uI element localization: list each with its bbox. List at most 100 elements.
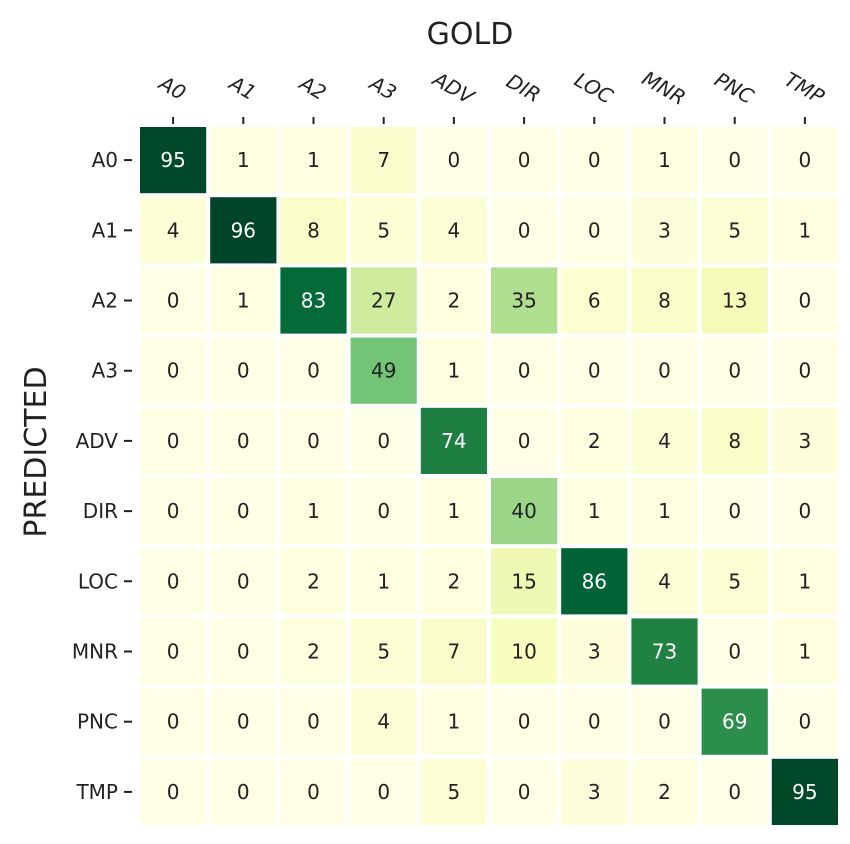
cell-value-label: 0 (307, 359, 320, 383)
x-tick-label: ADV (427, 66, 479, 110)
cell-value-label: 0 (518, 429, 531, 453)
heatmap-cell (210, 407, 277, 474)
cell-value-label: 2 (307, 640, 320, 664)
cell-value-label: 5 (448, 780, 461, 804)
heatmap-cell (350, 127, 417, 194)
heatmap-cell (771, 478, 838, 545)
cell-value-label: 0 (307, 710, 320, 734)
heatmap-cell (561, 618, 628, 685)
y-tick-label: PNC (77, 710, 118, 734)
heatmap-cell (210, 337, 277, 404)
cell-value-label: 0 (728, 499, 741, 523)
heatmap-cell (561, 548, 628, 615)
cell-value-label: 5 (728, 218, 741, 242)
heatmap-cell (701, 127, 768, 194)
cell-value-label: 4 (377, 710, 390, 734)
cell-value-label: 5 (377, 218, 390, 242)
heatmap-cell (140, 337, 207, 404)
cell-value-label: 1 (237, 289, 250, 313)
y-tick-label: DIR (83, 499, 118, 523)
heatmap-cell (701, 197, 768, 264)
cell-value-label: 95 (792, 780, 817, 804)
cell-value-label: 49 (371, 359, 396, 383)
cell-value-label: 1 (307, 499, 320, 523)
heatmap-cell (140, 197, 207, 264)
cell-value-label: 1 (658, 499, 671, 523)
heatmap-cell (210, 478, 277, 545)
cell-value-label: 1 (237, 148, 250, 172)
cell-value-label: 1 (448, 710, 461, 734)
heatmap-cell (631, 548, 698, 615)
cell-value-label: 4 (448, 218, 461, 242)
cell-value-label: 0 (237, 569, 250, 593)
heatmap-cell (631, 197, 698, 264)
heatmap-cell (420, 618, 487, 685)
cell-value-label: 4 (658, 429, 671, 453)
cell-value-label: 96 (231, 218, 256, 242)
x-tick-label: LOC (570, 67, 617, 108)
cell-value-label: 1 (799, 640, 812, 664)
heatmap-cell (701, 548, 768, 615)
x-tick-label: MNR (638, 66, 690, 110)
cell-value-label: 8 (728, 429, 741, 453)
cell-value-label: 1 (448, 499, 461, 523)
cell-value-label: 0 (588, 218, 601, 242)
heatmap-cell (280, 618, 347, 685)
heatmap-cells: 95 1 1 7 0 0 0 1 0 04 96 8 5 4 0 0 3 5 10 1 83 27 2 35 6 8 13 00 0 0 4… (140, 127, 838, 825)
cell-value-label: 74 (441, 429, 466, 453)
cell-value-label: 27 (371, 289, 396, 313)
cell-value-label: 0 (377, 499, 390, 523)
cell-value-label: 0 (167, 640, 180, 664)
heatmap-cell (561, 127, 628, 194)
cell-value-label: 0 (728, 780, 741, 804)
heatmap-cell (420, 478, 487, 545)
cell-value-label: 3 (588, 780, 601, 804)
heatmap-cell (280, 267, 347, 334)
heatmap-cell (280, 127, 347, 194)
heatmap-cell (140, 758, 207, 825)
cell-value-label: 0 (518, 359, 531, 383)
heatmap-cell (350, 478, 417, 545)
heatmap-cell (701, 618, 768, 685)
heatmap-cell (631, 758, 698, 825)
cell-value-label: 1 (799, 569, 812, 593)
cell-value-label: 2 (307, 569, 320, 593)
cell-value-label: 0 (307, 429, 320, 453)
cell-value-label: 4 (167, 218, 180, 242)
heatmap-cell (280, 337, 347, 404)
cell-value-label: 0 (518, 780, 531, 804)
cell-value-label: 1 (588, 499, 601, 523)
heatmap-cell (701, 337, 768, 404)
heatmap-cell (491, 127, 558, 194)
heatmap-cell (280, 197, 347, 264)
heatmap-cell (420, 407, 487, 474)
heatmap-cell (631, 478, 698, 545)
cell-value-label: 1 (307, 148, 320, 172)
x-tick-label: PNC (710, 67, 758, 108)
heatmap-cell (771, 267, 838, 334)
heatmap-cell (561, 688, 628, 755)
heatmap-cell (491, 197, 558, 264)
x-axis-ticks: A0 A1 A2 A3 ADV DIR LOC MNR PNC TMP (153, 66, 829, 124)
heatmap-cell (701, 407, 768, 474)
heatmap-cell (631, 267, 698, 334)
heatmap-cell (140, 688, 207, 755)
heatmap-cell (140, 548, 207, 615)
heatmap-cell (210, 548, 277, 615)
cell-value-label: 3 (588, 640, 601, 664)
cell-value-label: 8 (658, 289, 671, 313)
cell-value-label: 0 (588, 710, 601, 734)
cell-value-label: 0 (167, 780, 180, 804)
cell-value-label: 0 (167, 359, 180, 383)
heatmap-cell (210, 758, 277, 825)
heatmap-cell (280, 688, 347, 755)
cell-value-label: 1 (658, 148, 671, 172)
cell-value-label: 0 (799, 499, 812, 523)
cell-value-label: 0 (518, 218, 531, 242)
cell-value-label: 0 (377, 429, 390, 453)
heatmap-cell (491, 548, 558, 615)
heatmap-cell (631, 127, 698, 194)
y-tick-label: ADV (76, 429, 119, 453)
cell-value-label: 1 (799, 218, 812, 242)
